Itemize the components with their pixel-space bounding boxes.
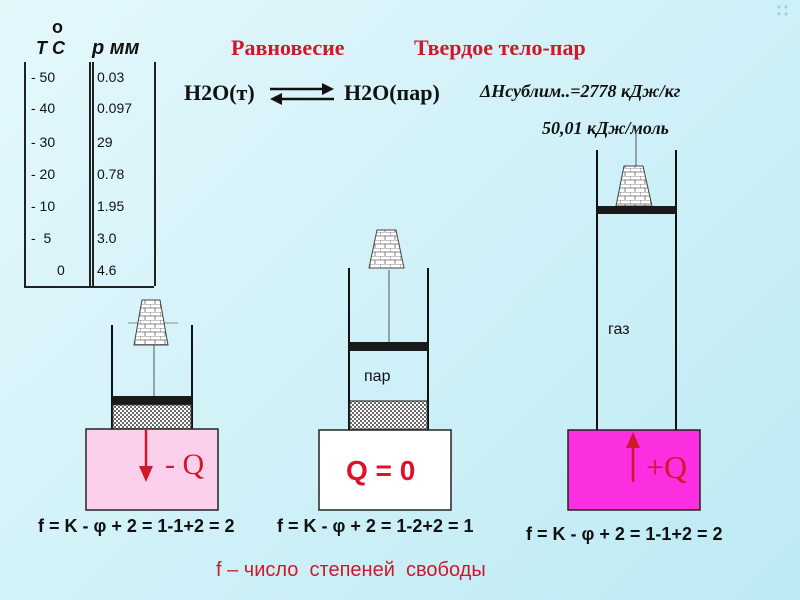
- pressure-header: p мм: [92, 37, 140, 59]
- equation-right-vapor: H2O(пар): [344, 80, 440, 105]
- formula-left: f = K - φ + 2 = 1-1+2 = 2: [38, 516, 235, 536]
- table-border-bottom: [24, 286, 154, 288]
- table-border-left: [24, 62, 26, 286]
- left-cold-bath: [85, 428, 219, 511]
- minus-q-label: - Q: [165, 448, 205, 481]
- title-equilibrium: Равновесие: [231, 35, 345, 60]
- temp-cell: - 50: [31, 69, 56, 85]
- pressure-cell: 0.03: [97, 69, 125, 85]
- formula-middle: f = K - φ + 2 = 1-2+2 = 1: [277, 516, 474, 536]
- equation-left-solid: H2O(т): [184, 80, 255, 105]
- enthalpy-per-kg: ΔHсублим..=2778 кДж/кг: [480, 81, 681, 101]
- degrees-of-freedom-note: f – число степеней свободы: [216, 559, 486, 581]
- title-solid-vapor: Твердое тело-пар: [414, 35, 586, 60]
- plus-q-label: +Q: [646, 449, 688, 485]
- degree-symbol: o: [52, 17, 63, 37]
- formula-right: f = K - φ + 2 = 1-1+2 = 2: [526, 524, 723, 544]
- equilibrium-arrows-icon: [270, 83, 334, 105]
- q-zero-label: Q = 0: [346, 455, 416, 486]
- right-cylinder: [567, 130, 701, 511]
- temperature-header: T C: [36, 38, 65, 58]
- temp-cell: - 40: [31, 100, 56, 116]
- pressure-cell: 1.95: [97, 198, 125, 214]
- right-piston: [597, 206, 676, 214]
- temp-cell: - 10: [31, 198, 56, 214]
- middle-weight-icon: [368, 229, 405, 269]
- temp-cell: 0: [57, 262, 65, 278]
- middle-neutral-bath: [318, 429, 452, 511]
- middle-piston: [349, 342, 428, 351]
- temp-cell: - 30: [31, 134, 56, 150]
- table-divider-2: [92, 62, 94, 286]
- left-solid-ice: [112, 404, 192, 430]
- pressure-cell: 4.6: [97, 262, 117, 278]
- temp-cell: - 20: [31, 166, 56, 182]
- pressure-cell: 29: [97, 134, 113, 150]
- enthalpy-per-mol: 50,01 кДж/моль: [542, 118, 669, 138]
- left-weight-icon: [133, 299, 169, 346]
- pressure-cell: 0.097: [97, 100, 133, 116]
- middle-cylinder: [318, 229, 452, 511]
- cooling-arrow-icon: [139, 466, 153, 482]
- vapor-label: пар: [364, 368, 391, 385]
- table-border-right: [154, 62, 156, 286]
- left-piston: [112, 396, 192, 405]
- table-divider: [89, 62, 91, 286]
- pressure-cell: 0.78: [97, 166, 125, 182]
- right-weight-icon: [615, 165, 653, 207]
- pressure-cell: 3.0: [97, 230, 117, 246]
- left-cylinder: [85, 299, 219, 511]
- corner-decoration: [777, 5, 788, 16]
- heating-arrow-icon: [626, 432, 640, 448]
- temp-cell: - 5: [31, 230, 52, 246]
- middle-solid-ice: [349, 400, 428, 430]
- gas-label: газ: [608, 321, 630, 338]
